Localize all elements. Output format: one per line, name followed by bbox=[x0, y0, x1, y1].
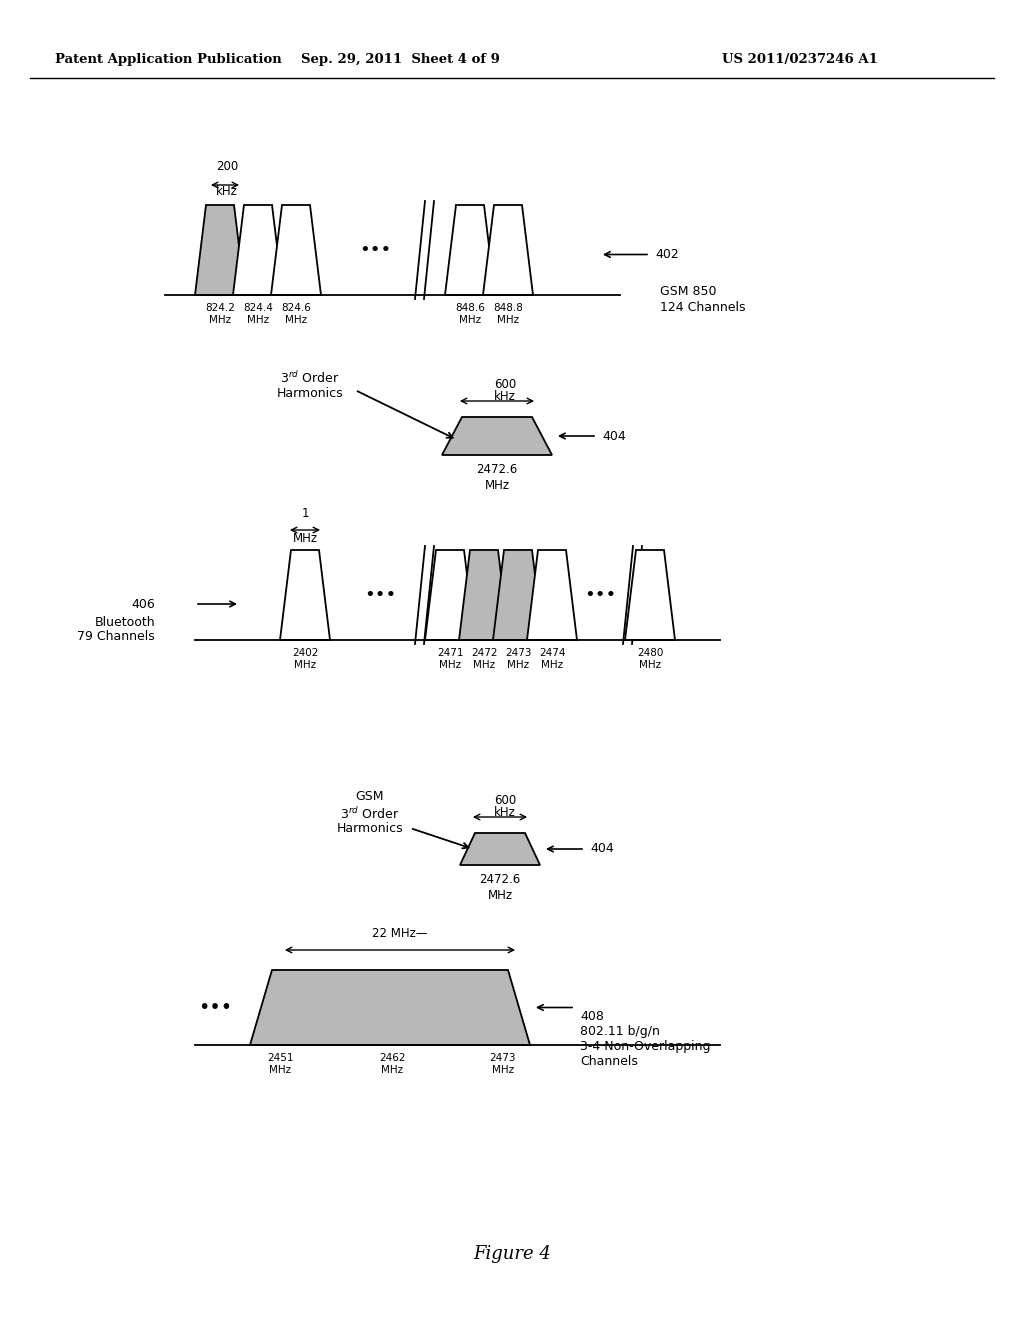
Text: 600: 600 bbox=[494, 378, 516, 391]
Text: kHz: kHz bbox=[494, 389, 516, 403]
Polygon shape bbox=[527, 550, 577, 640]
Text: Bluetooth: Bluetooth bbox=[94, 615, 155, 628]
Polygon shape bbox=[250, 970, 530, 1045]
Text: •••: ••• bbox=[358, 242, 391, 259]
Text: 402: 402 bbox=[655, 248, 679, 261]
Text: 2472.6
MHz: 2472.6 MHz bbox=[476, 463, 517, 492]
Text: GSM: GSM bbox=[355, 789, 384, 803]
Text: 600: 600 bbox=[494, 795, 516, 807]
Polygon shape bbox=[271, 205, 321, 294]
Text: 802.11 b/g/n: 802.11 b/g/n bbox=[580, 1026, 659, 1038]
Polygon shape bbox=[460, 833, 540, 865]
Text: Figure 4: Figure 4 bbox=[473, 1245, 551, 1263]
Text: Sep. 29, 2011  Sheet 4 of 9: Sep. 29, 2011 Sheet 4 of 9 bbox=[301, 54, 500, 66]
Text: •••: ••• bbox=[364, 586, 396, 605]
Text: 2471
MHz: 2471 MHz bbox=[437, 648, 463, 671]
Text: 124 Channels: 124 Channels bbox=[660, 301, 745, 314]
Text: 2480
MHz: 2480 MHz bbox=[637, 648, 664, 671]
Polygon shape bbox=[625, 550, 675, 640]
Text: 2473
MHz: 2473 MHz bbox=[505, 648, 531, 671]
Text: 2451
MHz: 2451 MHz bbox=[266, 1053, 293, 1076]
Text: 824.6
MHz: 824.6 MHz bbox=[281, 304, 311, 326]
Text: 2474
MHz: 2474 MHz bbox=[539, 648, 565, 671]
Text: 3$^{rd}$ Order: 3$^{rd}$ Order bbox=[340, 807, 399, 822]
Polygon shape bbox=[195, 205, 245, 294]
Text: 406: 406 bbox=[131, 598, 155, 610]
Text: Patent Application Publication: Patent Application Publication bbox=[55, 54, 282, 66]
Text: Harmonics: Harmonics bbox=[337, 822, 403, 836]
Text: 824.2
MHz: 824.2 MHz bbox=[205, 304, 234, 326]
Text: 1: 1 bbox=[301, 507, 309, 520]
Text: 848.8
MHz: 848.8 MHz bbox=[494, 304, 523, 326]
Text: MHz: MHz bbox=[293, 532, 317, 545]
Text: 200: 200 bbox=[216, 160, 239, 173]
Text: 2402
MHz: 2402 MHz bbox=[292, 648, 318, 671]
Text: 3-4 Non-Overlapping: 3-4 Non-Overlapping bbox=[580, 1040, 711, 1053]
Text: 3$^{rd}$ Order: 3$^{rd}$ Order bbox=[281, 370, 340, 385]
Polygon shape bbox=[233, 205, 283, 294]
Text: 408: 408 bbox=[580, 1010, 604, 1023]
Text: Channels: Channels bbox=[580, 1055, 638, 1068]
Text: 404: 404 bbox=[590, 842, 613, 855]
Polygon shape bbox=[280, 550, 330, 640]
Text: US 2011/0237246 A1: US 2011/0237246 A1 bbox=[722, 54, 878, 66]
Text: 79 Channels: 79 Channels bbox=[77, 631, 155, 644]
Text: •••: ••• bbox=[198, 998, 232, 1016]
Polygon shape bbox=[425, 550, 475, 640]
Text: 2472
MHz: 2472 MHz bbox=[471, 648, 498, 671]
Text: 2462
MHz: 2462 MHz bbox=[379, 1053, 406, 1076]
Text: 824.4
MHz: 824.4 MHz bbox=[243, 304, 273, 326]
Text: 404: 404 bbox=[602, 429, 626, 442]
Text: kHz: kHz bbox=[494, 807, 516, 818]
Text: 848.6
MHz: 848.6 MHz bbox=[455, 304, 485, 326]
Polygon shape bbox=[442, 417, 552, 455]
Text: 2473
MHz: 2473 MHz bbox=[489, 1053, 516, 1076]
Text: 2472.6
MHz: 2472.6 MHz bbox=[479, 873, 520, 902]
Polygon shape bbox=[483, 205, 534, 294]
Text: Harmonics: Harmonics bbox=[276, 387, 343, 400]
Text: •••: ••• bbox=[584, 586, 616, 605]
Polygon shape bbox=[445, 205, 495, 294]
Text: 22 MHz—: 22 MHz— bbox=[372, 927, 428, 940]
Text: kHz: kHz bbox=[216, 185, 238, 198]
Polygon shape bbox=[493, 550, 543, 640]
Text: GSM 850: GSM 850 bbox=[660, 285, 717, 298]
Polygon shape bbox=[459, 550, 509, 640]
